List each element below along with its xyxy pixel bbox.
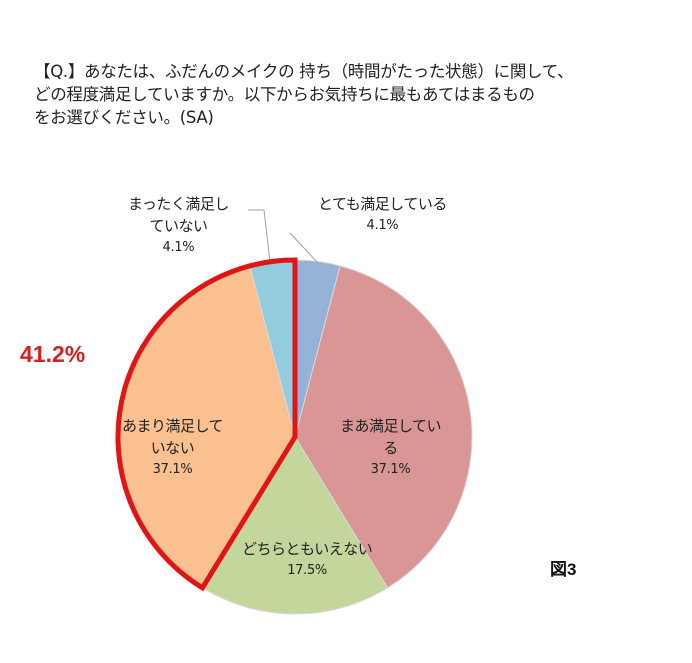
label-somewhat-satisfied: まあ満足してい る 37.1% [340,417,442,477]
pie-slice [201,436,389,615]
label-neutral: どちらともいえない 17.5% [242,540,373,578]
label-not-very-satisfied: あまり満足して いない 37.1% [122,417,224,477]
question-line-1: 【Q.】あなたは、ふだんのメイクの 持ち（時間がたった状態）に関して、 [34,62,574,81]
label-not-at-all-satisfied: まったく満足し ていない 4.1% [128,195,229,255]
leader-line-very [289,232,319,264]
question-line-3: をお選びください。(SA) [34,108,214,127]
figure-label: 図3 [550,560,577,579]
leader-line-not-at-all-2 [263,209,271,263]
highlight-outline [115,257,298,592]
highlight-percentage: 41.2% [20,341,86,367]
question-text: 【Q.】あなたは、ふだんのメイクの 持ち（時間がたった状態）に関して、 どの程度… [34,60,614,129]
label-very-satisfied: とても満足している 4.1% [318,195,447,233]
question-line-2: どの程度満足していますか。以下からお気持ちに最もあてはまるもの [34,85,535,104]
pie-slice [294,265,473,589]
